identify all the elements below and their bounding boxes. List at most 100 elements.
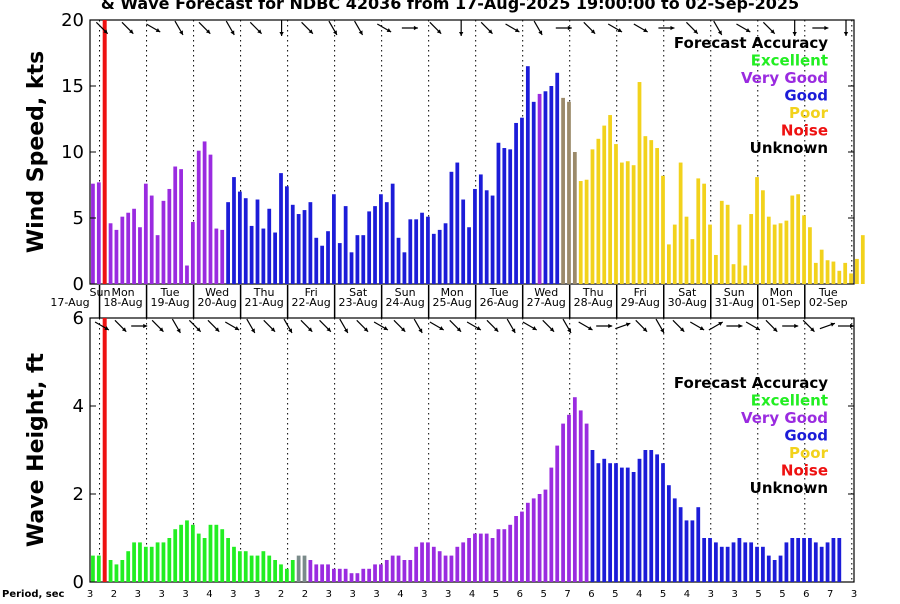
day-name: Mon [441, 286, 464, 299]
period-value: 3 [851, 589, 857, 600]
wave-bar [402, 560, 407, 582]
wave-bar [108, 560, 113, 582]
wave-bar [273, 560, 278, 582]
wind-bar [232, 177, 236, 284]
direction-arrow [555, 25, 572, 31]
wind-bar [367, 211, 372, 284]
wave-bar [267, 555, 272, 582]
wind-bar [249, 225, 254, 284]
direction-arrow [736, 23, 751, 33]
wind-bar [502, 148, 507, 284]
day-name: Sun [395, 286, 416, 299]
period-value: 5 [540, 589, 546, 600]
wind-bar [796, 194, 801, 284]
direction-arrow [339, 318, 349, 334]
y-tick-label: 20 [61, 10, 84, 31]
direction-arrow [792, 20, 797, 36]
wind-bar [578, 181, 583, 284]
wind-bar [837, 270, 842, 284]
wave-bar [672, 498, 677, 582]
wave-bar [778, 555, 783, 582]
legend-entry: Excellent [751, 52, 828, 70]
wave-bar [379, 564, 383, 582]
direction-arrow [354, 20, 364, 36]
wind-bar [185, 265, 189, 284]
direction-arrow [449, 319, 462, 333]
period-value: 3 [230, 589, 236, 600]
wave-y-ticks: 0 2 4 6 [73, 308, 854, 593]
wind-bar [490, 195, 495, 284]
period-value: 3 [326, 589, 332, 600]
legend-entry: Good [784, 427, 828, 445]
wind-bar [290, 204, 295, 284]
wind-bar [590, 149, 595, 284]
wave-bar [420, 542, 424, 582]
wave-bar [279, 564, 283, 582]
direction-arrow [708, 321, 724, 331]
wave-bar [790, 538, 795, 582]
wave-bar [96, 555, 101, 582]
wind-bar [261, 228, 266, 284]
day-name: Sat [349, 286, 368, 299]
wave-bar [437, 551, 442, 582]
wind-bar [549, 86, 554, 284]
wave-bar [261, 551, 266, 582]
y-tick-label: 4 [73, 396, 84, 417]
direction-arrow [533, 20, 543, 36]
direction-arrow [249, 21, 263, 35]
wind-bar [173, 166, 178, 284]
wave-bar [214, 524, 219, 582]
direction-arrow [689, 321, 705, 331]
wave-bar [232, 546, 236, 582]
wind-bar [643, 136, 648, 284]
wave-bar [825, 542, 830, 582]
wave-bar [714, 542, 718, 582]
wind-bar [220, 229, 225, 284]
wind-bar [355, 235, 360, 284]
day-name: Tue [160, 286, 180, 299]
wind-bar [690, 239, 695, 284]
period-value: 3 [349, 589, 355, 600]
wave-bar [549, 467, 554, 582]
wave-bar [678, 507, 683, 582]
day-name: Mon [111, 286, 134, 299]
wave-bar [390, 555, 395, 582]
wave-bar [761, 546, 765, 582]
wind-bar [132, 208, 136, 284]
wind-bar [214, 228, 219, 284]
wave-bar [808, 538, 812, 582]
direction-arrow [745, 321, 761, 331]
day-date: 19-Aug [150, 296, 189, 309]
wind-bar [384, 202, 389, 284]
wind-bar [473, 188, 477, 284]
wave-bar [819, 546, 824, 582]
wind-direction-arrows [95, 20, 849, 36]
wave-bar [161, 542, 166, 582]
wind-bar [778, 223, 783, 284]
period-value: 3 [158, 589, 164, 600]
wind-speed-panel: 0 5 10 15 20 Forecast AccuracyExcellentVery … [24, 10, 865, 295]
wave-bar [596, 463, 601, 582]
day-date: 27-Aug [527, 296, 566, 309]
wind-bar [149, 195, 154, 284]
direction-arrow [225, 20, 235, 36]
wave-bar [608, 463, 612, 582]
wave-direction-arrows [94, 318, 854, 334]
wind-bar [725, 204, 730, 284]
period-value: 4 [469, 589, 475, 600]
direction-arrow [765, 319, 778, 333]
period-row: Period, sec 3 2 3 3 3 4 3 3 2 2 3 3 3 4 3 3 4 5 6 5 7 6 5 4 5 4 3 3… [2, 589, 857, 600]
wave-bar [708, 538, 712, 582]
wind-bar [91, 183, 95, 284]
wave-bar [737, 538, 742, 582]
wind-bar [478, 174, 483, 284]
day-name: Thu [582, 286, 604, 299]
wave-bar [731, 542, 736, 582]
wave-bar [502, 529, 507, 582]
wind-bar [567, 101, 571, 284]
